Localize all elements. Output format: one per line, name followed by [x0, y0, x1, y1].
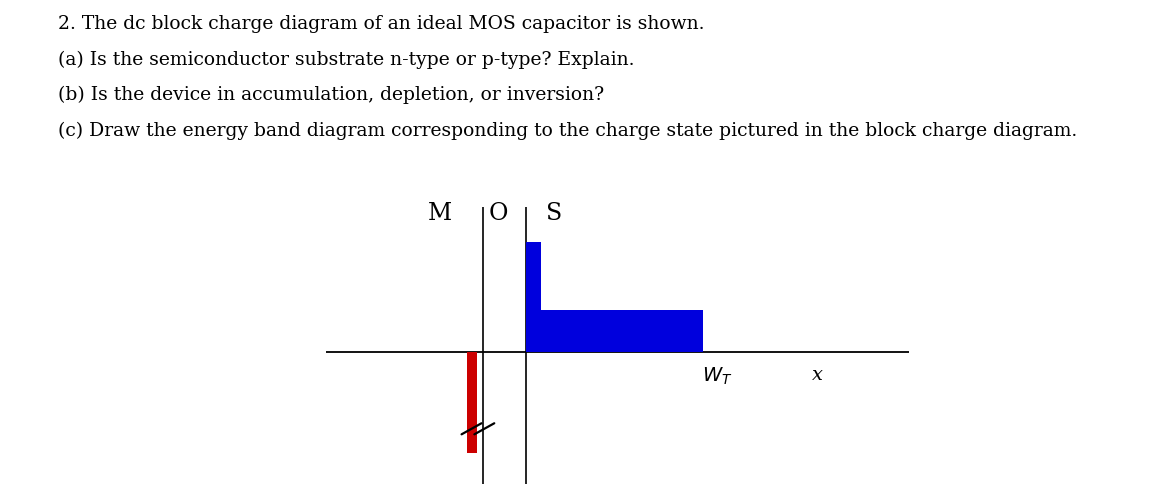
Bar [468, 352, 477, 453]
Text: x: x [812, 366, 822, 383]
Text: (b) Is the device in accumulation, depletion, or inversion?: (b) Is the device in accumulation, deple… [58, 86, 604, 104]
Bar [526, 242, 541, 352]
Text: S: S [546, 202, 562, 225]
Text: $W_T$: $W_T$ [702, 366, 732, 387]
Text: 2. The dc block charge diagram of an ideal MOS capacitor is shown.: 2. The dc block charge diagram of an ide… [58, 15, 704, 33]
Text: O: O [489, 202, 508, 225]
Text: (c) Draw the energy band diagram corresponding to the charge state pictured in t: (c) Draw the energy band diagram corresp… [58, 122, 1077, 140]
Text: M: M [428, 202, 452, 225]
Text: (a) Is the semiconductor substrate n-type or p-type? Explain.: (a) Is the semiconductor substrate n-typ… [58, 50, 634, 69]
Bar [526, 310, 703, 352]
